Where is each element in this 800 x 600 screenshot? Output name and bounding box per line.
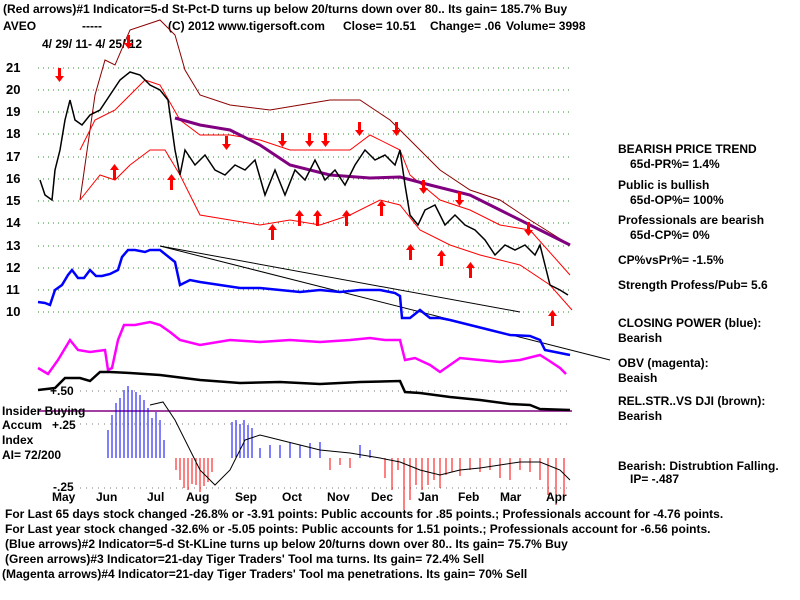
y-tick-13: 13 [6, 238, 21, 253]
ai-plus25: +.25 [52, 418, 76, 432]
trend-title: BEARISH PRICE TREND [618, 142, 757, 156]
x-tick-sep: Sep [235, 490, 258, 504]
relstr-value: Bearish [618, 409, 663, 423]
index-label: Index [2, 433, 34, 447]
ai-value: AI= 72/200 [2, 448, 62, 462]
date-range: 4/ 29/ 11- 4/ 25/ 12 [42, 37, 143, 51]
y-tick-16: 16 [6, 171, 21, 186]
op-value: 65d-OP%= 100% [630, 193, 724, 207]
y-tick-11: 11 [6, 282, 20, 297]
footer-65day: For Last 65 days stock changed -26.8% or… [5, 507, 724, 521]
x-tick-dec: Dec [371, 490, 394, 504]
volume-label: Volume= 3998 [506, 19, 586, 33]
ticker-label: AVEO [3, 19, 37, 33]
copyright-label: (C) 2012 www.tigersoft.com [168, 19, 325, 33]
ai-minus25: -.25 [53, 480, 74, 494]
y-tick-20: 20 [6, 82, 21, 97]
footer-indicator-4: (Magenta arrows)#4 Indicator=21-day Tige… [2, 567, 528, 581]
y-tick-15: 15 [6, 193, 21, 208]
pro-title: Professionals are bearish [618, 213, 765, 227]
change-label: Change= .06 [430, 19, 502, 33]
y-tick-14: 14 [6, 215, 21, 230]
footer-year: For Last year stock changed -32.6% or -5… [5, 522, 711, 536]
x-tick-nov: Nov [327, 490, 350, 504]
y-tick-18: 18 [6, 126, 21, 141]
relstr-title: REL.STR..VS DJI (brown): [618, 394, 766, 408]
public-title: Public is bullish [618, 178, 710, 192]
y-tick-17: 17 [6, 149, 21, 164]
obv-title: OBV (magenta): [618, 356, 709, 370]
x-tick-jul: Jul [147, 490, 165, 504]
close-label: Close= 10.51 [343, 19, 417, 33]
x-tick-oct: Oct [282, 490, 303, 504]
x-tick-apr: Apr [546, 490, 567, 504]
footer-indicator-2: (Blue arrows)#2 Indicator=5-d St-KLine t… [5, 537, 568, 551]
y-tick-21: 21 [6, 60, 21, 75]
cp-value: 65d-CP%= 0% [630, 228, 710, 242]
x-tick-aug: Aug [186, 490, 210, 504]
dashes-label: ----- [82, 19, 102, 33]
accum-label: Accum [2, 418, 43, 432]
y-tick-12: 12 [6, 260, 21, 275]
closing-power-title: CLOSING POWER (blue): [618, 316, 762, 330]
strength-value: Strength Profess/Pub= 5.6 [618, 278, 768, 292]
distribution-label: Bearish: Distrubtion Falling. [618, 459, 779, 473]
footer-indicator-3: (Green arrows)#3 Indicator=21-day Tiger … [5, 552, 485, 566]
x-tick-jan: Jan [418, 490, 439, 504]
indicator-1-line: (Red arrows)#1 Indicator=5-d St-Pct-D tu… [3, 2, 568, 16]
obv-value: Beaish [618, 371, 658, 385]
ip-value: IP= -.487 [630, 472, 680, 486]
ai-plus50: +.50 [50, 384, 74, 398]
y-tick-10: 10 [6, 304, 21, 319]
x-tick-mar: Mar [500, 490, 522, 504]
y-tick-19: 19 [6, 104, 21, 119]
cpvspr-value: CP%vsPr%= -1.5% [618, 253, 724, 267]
x-tick-jun: Jun [96, 490, 118, 504]
x-tick-may: May [52, 490, 76, 504]
closing-power-value: Bearish [618, 331, 663, 345]
pr-value: 65d-PR%= 1.4% [630, 157, 720, 171]
insider-buying-label: Insider Buying [2, 404, 86, 418]
x-tick-feb: Feb [458, 490, 480, 504]
